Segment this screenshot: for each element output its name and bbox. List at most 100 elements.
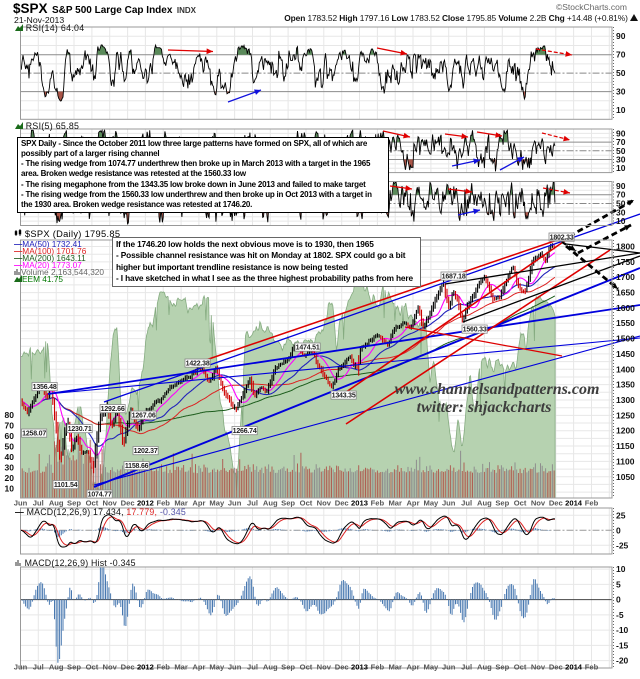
svg-text:Jul: Jul: [33, 663, 44, 672]
svg-text:Apr: Apr: [192, 663, 205, 672]
svg-text:70: 70: [616, 137, 626, 147]
svg-text:10: 10: [616, 163, 626, 173]
svg-text:May: May: [209, 499, 225, 508]
svg-text:-20: -20: [616, 656, 629, 666]
svg-text:Apr: Apr: [192, 499, 205, 508]
svg-text:Jul: Jul: [247, 499, 258, 508]
svg-text:70: 70: [616, 50, 626, 60]
svg-text:80: 80: [5, 410, 15, 420]
svg-text:20: 20: [5, 473, 15, 483]
svg-text:1150: 1150: [616, 441, 635, 451]
svg-text:Jun: Jun: [228, 499, 242, 508]
svg-text:30: 30: [616, 155, 626, 165]
svg-text:2012: 2012: [137, 499, 154, 508]
svg-text:70: 70: [616, 190, 626, 200]
svg-text:-15: -15: [616, 640, 629, 650]
svg-text:May: May: [209, 663, 225, 672]
svg-text:2012: 2012: [137, 663, 154, 672]
svg-text:Oct: Oct: [300, 499, 313, 508]
svg-text:1258.07: 1258.07: [22, 431, 46, 438]
svg-text:Jun: Jun: [14, 499, 28, 508]
svg-text:-5: -5: [616, 610, 624, 620]
svg-text:10: 10: [5, 483, 15, 493]
svg-text:50: 50: [5, 441, 15, 451]
svg-text:Nov: Nov: [531, 663, 546, 672]
svg-text:0: 0: [616, 595, 621, 605]
svg-text:1266.74: 1266.74: [233, 428, 257, 435]
svg-text:Nov: Nov: [317, 499, 332, 508]
svg-text:Dec: Dec: [549, 663, 563, 672]
svg-text:1158.66: 1158.66: [125, 463, 149, 470]
svg-text:Jul: Jul: [461, 663, 472, 672]
svg-text:-25: -25: [616, 540, 629, 550]
svg-text:50: 50: [616, 68, 626, 78]
svg-text:0: 0: [616, 525, 621, 535]
svg-text:1400: 1400: [616, 364, 635, 374]
svg-text:Sep: Sep: [67, 663, 81, 672]
svg-text:2014: 2014: [565, 663, 583, 672]
svg-text:30: 30: [616, 87, 626, 97]
svg-text:1422.38: 1422.38: [186, 361, 210, 368]
svg-text:Feb: Feb: [156, 499, 170, 508]
svg-text:1450: 1450: [616, 349, 635, 359]
svg-text:Feb: Feb: [371, 663, 385, 672]
svg-text:10: 10: [616, 105, 626, 115]
svg-text:90: 90: [616, 128, 626, 138]
svg-text:2013: 2013: [351, 663, 368, 672]
svg-text:1560.33: 1560.33: [463, 327, 487, 334]
svg-text:Nov: Nov: [103, 499, 118, 508]
svg-text:Feb: Feb: [371, 499, 385, 508]
svg-text:1100: 1100: [616, 456, 635, 466]
svg-text:Feb: Feb: [585, 499, 599, 508]
svg-text:Oct: Oct: [86, 663, 99, 672]
svg-text:Dec: Dec: [335, 499, 349, 508]
svg-text:1202.37: 1202.37: [134, 448, 158, 455]
svg-text:Sep: Sep: [67, 499, 81, 508]
svg-text:1550: 1550: [616, 318, 635, 328]
svg-text:Aug: Aug: [49, 663, 64, 672]
svg-text:Oct: Oct: [86, 499, 99, 508]
svg-text:www.channelsandpatterns.com: www.channelsandpatterns.com: [395, 381, 600, 398]
svg-text:Oct: Oct: [300, 663, 313, 672]
svg-text:1500: 1500: [616, 334, 635, 344]
svg-text:1292.66: 1292.66: [101, 406, 125, 413]
svg-text:Sep: Sep: [495, 499, 509, 508]
svg-text:Apr: Apr: [406, 499, 419, 508]
svg-text:1050: 1050: [616, 472, 635, 482]
svg-text:-10: -10: [616, 625, 629, 635]
svg-text:Sep: Sep: [495, 663, 509, 672]
svg-text:May: May: [424, 663, 440, 672]
svg-text:1356.48: 1356.48: [33, 384, 57, 391]
svg-text:50: 50: [616, 146, 626, 156]
svg-text:1802.33: 1802.33: [550, 235, 574, 242]
svg-text:Mar: Mar: [388, 663, 402, 672]
svg-text:Apr: Apr: [406, 663, 419, 672]
svg-text:1650: 1650: [616, 288, 635, 298]
svg-text:10: 10: [616, 216, 626, 226]
svg-text:1687.18: 1687.18: [442, 274, 466, 281]
svg-text:Jun: Jun: [228, 663, 242, 672]
svg-text:50: 50: [616, 199, 626, 209]
svg-text:1600: 1600: [616, 303, 635, 313]
svg-text:1200: 1200: [616, 426, 635, 436]
svg-text:10: 10: [616, 564, 626, 574]
svg-text:Mar: Mar: [388, 499, 402, 508]
svg-text:1700: 1700: [616, 272, 635, 282]
svg-text:Jul: Jul: [461, 499, 472, 508]
svg-text:Nov: Nov: [103, 663, 118, 672]
svg-text:2013: 2013: [351, 499, 368, 508]
svg-text:Aug: Aug: [477, 499, 492, 508]
svg-text:1230.71: 1230.71: [68, 426, 92, 433]
svg-text:Oct: Oct: [514, 499, 527, 508]
svg-text:5: 5: [616, 579, 621, 589]
svg-text:1074.77: 1074.77: [88, 492, 112, 499]
svg-text:1350: 1350: [616, 380, 635, 390]
svg-text:Feb: Feb: [156, 663, 170, 672]
svg-text:90: 90: [616, 181, 626, 191]
svg-text:70: 70: [5, 421, 15, 431]
svg-text:Jul: Jul: [247, 663, 258, 672]
svg-text:1101.54: 1101.54: [54, 482, 78, 489]
svg-text:Dec: Dec: [121, 663, 135, 672]
svg-text:Sep: Sep: [281, 499, 295, 508]
svg-text:Mar: Mar: [174, 663, 188, 672]
